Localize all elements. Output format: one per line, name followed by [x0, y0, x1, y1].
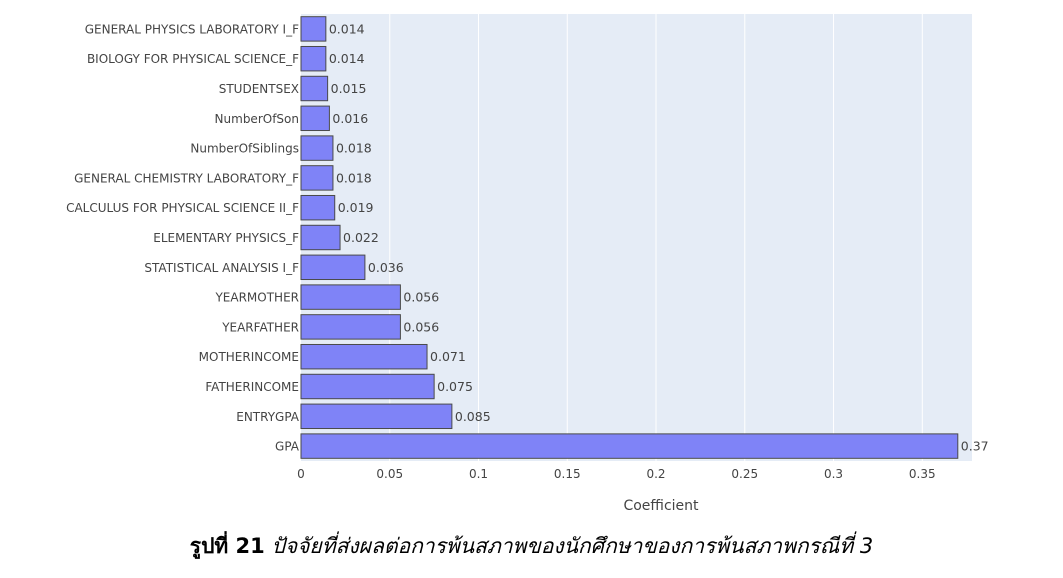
bar [300, 194, 336, 221]
y-tick-label: GENERAL CHEMISTRY LABORATORY_F [74, 171, 299, 185]
y-tick-label: NumberOfSiblings [190, 142, 299, 156]
x-tick-label: 0 [297, 467, 305, 481]
bar [300, 105, 330, 132]
bar-value-label: 0.071 [430, 349, 466, 364]
bar [300, 254, 366, 281]
x-tick-label: 0.15 [554, 467, 581, 481]
y-tick-label: CALCULUS FOR PHYSICAL SCIENCE II_F [66, 201, 299, 215]
y-tick-label: GENERAL PHYSICS LABORATORY I_F [85, 22, 299, 36]
bar [300, 135, 334, 161]
x-axis-title: Coefficient [623, 498, 699, 514]
y-tick-label: YEARFATHER [221, 320, 299, 334]
y-tick-label: STATISTICAL ANALYSIS I_F [144, 261, 299, 275]
bar-value-label: 0.056 [403, 319, 439, 334]
y-tick-label: ENTRYGPA [236, 410, 300, 424]
value-labels: 0.014 0.014 0.015 0.016 0.018 0.018 0.019 0.022… [329, 21, 989, 453]
y-tick-label: NumberOfSon [215, 112, 299, 126]
y-tick-label: YEARMOTHER [214, 291, 299, 305]
bar [300, 314, 401, 340]
x-tick-label: 0.05 [376, 467, 403, 481]
bar-value-label: 0.085 [455, 409, 491, 424]
x-tick-labels: 0 0.05 0.1 0.15 0.2 0.25 0.3 0.35 [297, 467, 935, 481]
y-tick-label: MOTHERINCOME [199, 350, 299, 364]
grid-lines [389, 14, 923, 461]
bar-value-label: 0.37 [961, 439, 989, 454]
bar [300, 373, 435, 400]
y-tick-label: GPA [275, 440, 300, 454]
bar-value-label: 0.016 [332, 111, 368, 126]
caption-number: รูปที่ 21 [189, 534, 265, 558]
bar [300, 16, 327, 42]
bar-value-label: 0.075 [437, 379, 473, 394]
y-tick-label: BIOLOGY FOR PHYSICAL SCIENCE_F [87, 52, 299, 66]
y-tick-label: ELEMENTARY PHYSICS_F [153, 231, 299, 245]
bar-value-label: 0.022 [343, 230, 379, 245]
bars-group [300, 16, 959, 459]
y-tick-labels: GENERAL PHYSICS LABORATORY I_F BIOLOGY FO… [66, 22, 300, 453]
caption-text: ปัจจัยที่ส่งผลต่อการพ้นสภาพของนักศึกษาขอ… [271, 534, 874, 558]
bar-value-label: 0.056 [403, 290, 439, 305]
x-tick-label: 0.3 [824, 467, 843, 481]
x-tick-label: 0.1 [469, 467, 488, 481]
bar-chart: GENERAL PHYSICS LABORATORY I_F BIOLOGY FO… [66, 14, 989, 514]
bar [300, 45, 327, 72]
y-tick-label: FATHERINCOME [205, 380, 299, 394]
bar [300, 224, 341, 251]
figure-caption: รูปที่ 21 ปัจจัยที่ส่งผลต่อการพ้นสภาพของ… [0, 530, 1063, 563]
bar-value-label: 0.036 [368, 260, 404, 275]
chart-area: GENERAL PHYSICS LABORATORY I_F BIOLOGY FO… [66, 14, 989, 514]
bar-value-label: 0.018 [336, 141, 372, 156]
bar-value-label: 0.018 [336, 170, 372, 185]
bar-value-label: 0.019 [338, 200, 374, 215]
bar-value-label: 0.014 [329, 21, 365, 36]
y-tick-label: STUDENTSEX [219, 82, 299, 96]
bar [300, 284, 401, 310]
bar-value-label: 0.014 [329, 51, 365, 66]
bar [300, 343, 428, 370]
bar [300, 75, 329, 102]
bar-value-label: 0.015 [331, 81, 367, 96]
x-tick-label: 0.25 [731, 467, 758, 481]
bar [300, 165, 334, 191]
bar [300, 403, 453, 430]
x-tick-label: 0.35 [909, 467, 936, 481]
x-tick-label: 0.2 [646, 467, 665, 481]
bar [300, 433, 959, 459]
